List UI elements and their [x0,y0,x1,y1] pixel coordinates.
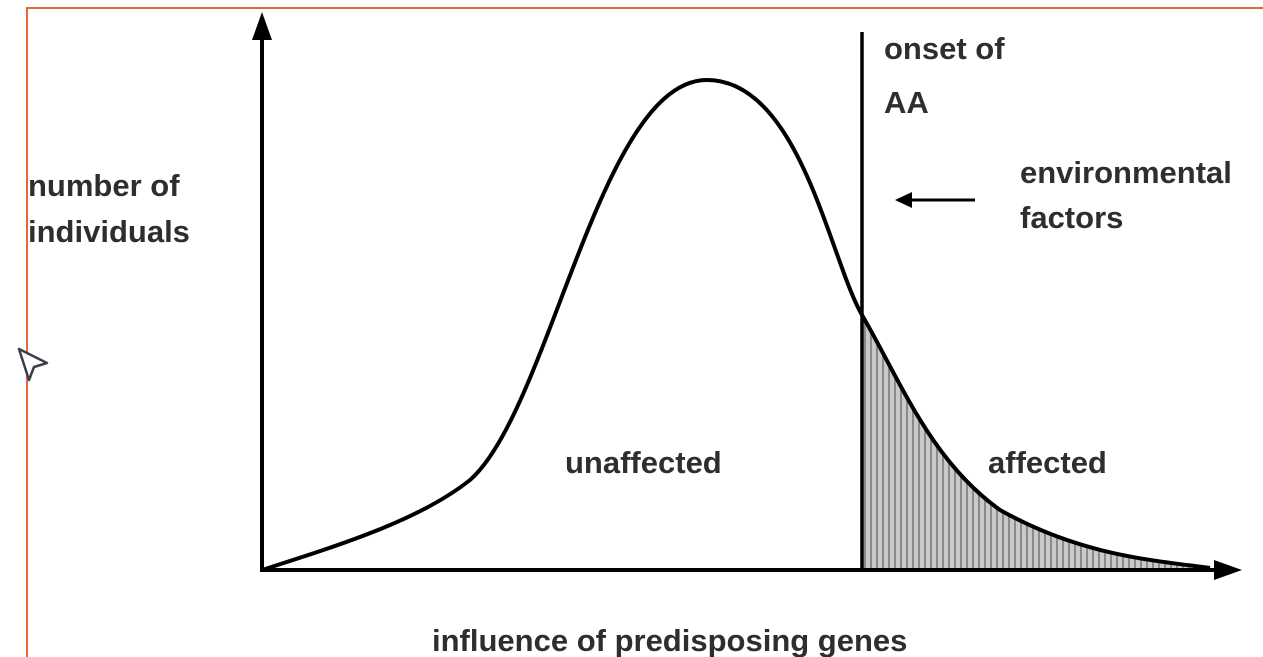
x-axis-arrow [1214,560,1242,580]
affected-area [862,315,1210,569]
threshold-label: AA [884,85,929,120]
region-label: affected [988,445,1107,480]
y-axis-arrow [252,12,272,40]
y-axis-label: individuals [28,214,190,249]
threshold-label: onset of [884,31,1005,66]
frame [26,7,1263,657]
region-label: unaffected [565,445,722,480]
y-axis-label: number of [28,168,180,203]
x-axis-label: influence of predisposing genes [432,623,907,657]
arrow-label: environmental [1020,155,1232,190]
environment-arrowhead [895,192,912,208]
cursor-icon [17,347,49,382]
arrow-label: factors [1020,200,1123,235]
distribution-curve [261,77,1211,572]
